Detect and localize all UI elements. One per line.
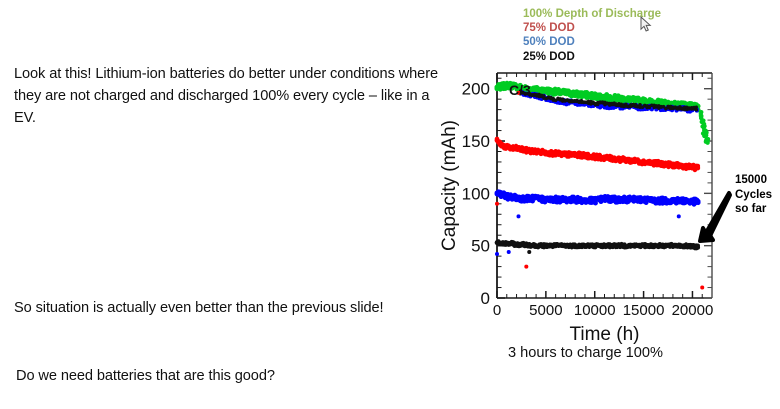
paragraph-intro-text: Look at this! Lithium-ion batteries do b… xyxy=(14,66,438,126)
chart-legend: 100% Depth of Discharge 75% DOD 50% DOD … xyxy=(523,7,661,64)
cycles-annotation-line3: so far xyxy=(735,203,767,215)
legend-item-100-dod: 100% Depth of Discharge xyxy=(523,8,662,20)
svg-text:50: 50 xyxy=(471,237,490,256)
paragraph-situation: So situation is actually even better tha… xyxy=(14,297,444,319)
paragraph-situation-text: So situation is actually even better tha… xyxy=(14,300,384,316)
cycles-annotation-line1: 15000 xyxy=(735,174,767,186)
legend-item-50-dod: 50% DOD xyxy=(523,36,575,49)
svg-text:0: 0 xyxy=(493,302,501,319)
svg-text:10000: 10000 xyxy=(574,302,616,319)
paragraph-intro: Look at this! Lithium-ion batteries do b… xyxy=(14,63,454,129)
svg-text:Time (h): Time (h) xyxy=(569,324,639,345)
svg-text:C/3: C/3 xyxy=(509,82,531,98)
cycles-annotation: 15000 Cycles so far xyxy=(735,173,772,217)
chart-caption: 3 hours to charge 100% xyxy=(508,345,663,361)
paragraph-question: Do we need batteries that are this good? xyxy=(16,365,446,387)
svg-text:200: 200 xyxy=(462,80,490,99)
svg-text:0: 0 xyxy=(481,289,490,308)
svg-text:5000: 5000 xyxy=(529,302,562,319)
svg-text:150: 150 xyxy=(462,132,490,151)
capacity-vs-time-chart: 0 5000 10000 15000 20000 0 50 100 150 200 C/3 Time … xyxy=(437,60,737,350)
legend-item-25-dod: 25% DOD xyxy=(523,50,575,63)
svg-text:15000: 15000 xyxy=(623,302,665,319)
svg-text:100: 100 xyxy=(462,184,490,203)
chart-svg: 0 5000 10000 15000 20000 0 50 100 150 200 C/3 Time … xyxy=(439,72,732,345)
legend-item-75-dod: 75% DOD xyxy=(523,22,575,35)
mouse-cursor-icon xyxy=(640,16,652,32)
paragraph-question-text: Do we need batteries that are this good? xyxy=(16,368,275,384)
cycles-annotation-line2: Cycles xyxy=(735,188,773,201)
svg-text:Capacity (mAh): Capacity (mAh) xyxy=(439,120,460,251)
svg-text:20000: 20000 xyxy=(672,302,714,319)
